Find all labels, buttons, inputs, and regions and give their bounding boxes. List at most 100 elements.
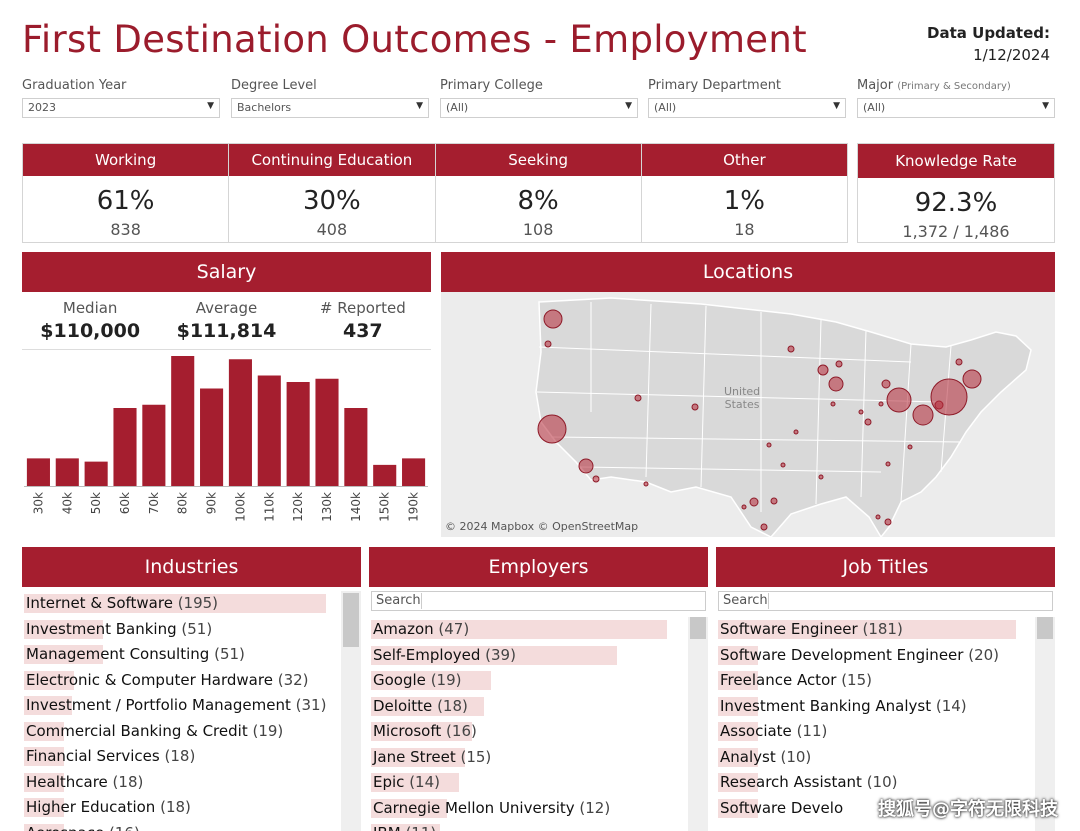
location-marker[interactable] <box>634 394 642 402</box>
location-marker[interactable] <box>930 378 968 416</box>
search-input[interactable] <box>422 593 701 609</box>
salary-bar[interactable] <box>142 404 166 486</box>
location-marker[interactable] <box>818 474 824 480</box>
list-item[interactable]: Investment Banking Analyst (14) <box>716 694 1033 720</box>
industries-scrollbar[interactable] <box>341 591 361 831</box>
list-item[interactable]: Management Consulting (51) <box>22 642 339 668</box>
salary-bar[interactable] <box>402 458 426 486</box>
job-titles-search[interactable]: Search <box>718 591 1053 611</box>
scroll-thumb[interactable] <box>1037 617 1053 639</box>
location-marker[interactable] <box>578 458 594 474</box>
list-item[interactable]: Software Engineer (181) <box>716 617 1033 643</box>
scroll-thumb[interactable] <box>690 617 706 639</box>
location-marker[interactable] <box>817 364 829 376</box>
scroll-thumb[interactable] <box>343 593 359 647</box>
kpi-other[interactable]: Other 1% 18 <box>641 144 847 242</box>
list-item[interactable]: Analyst (10) <box>716 745 1033 771</box>
list-item[interactable]: Healthcare (18) <box>22 770 339 796</box>
list-item[interactable]: Aerospace (16) <box>22 821 339 831</box>
salary-bar[interactable] <box>171 356 195 486</box>
list-item[interactable]: Commercial Banking & Credit (19) <box>22 719 339 745</box>
salary-bar[interactable] <box>84 461 108 486</box>
list-item[interactable]: Software Development Engineer (20) <box>716 643 1033 669</box>
location-marker[interactable] <box>830 401 836 407</box>
list-item[interactable]: Deloitte (18) <box>369 694 686 720</box>
data-updated-label: Data Updated: <box>927 24 1050 42</box>
list-item[interactable]: Internet & Software (195) <box>22 591 339 617</box>
list-item[interactable]: Carnegie Mellon University (12) <box>369 796 686 822</box>
graduation-year-select[interactable]: 2023 ▼ <box>22 98 220 118</box>
location-marker[interactable] <box>543 309 563 329</box>
location-marker[interactable] <box>770 497 778 505</box>
kpi-working[interactable]: Working 61% 838 <box>23 144 230 242</box>
degree-level-select[interactable]: Bachelors ▼ <box>231 98 429 118</box>
salary-bar[interactable] <box>200 388 224 487</box>
location-marker[interactable] <box>691 403 699 411</box>
kpi-seeking[interactable]: Seeking 8% 108 <box>435 144 642 242</box>
salary-bar[interactable] <box>315 378 339 486</box>
list-item[interactable]: Amazon (47) <box>369 617 686 643</box>
salary-bar[interactable] <box>344 408 368 486</box>
salary-bar[interactable] <box>113 408 137 486</box>
location-marker[interactable] <box>544 340 552 348</box>
job-titles-scrollbar[interactable] <box>1035 617 1055 831</box>
employers-search[interactable]: Search <box>371 591 706 611</box>
kpi-knowledge-rate[interactable]: Knowledge Rate 92.3% 1,372 / 1,486 <box>857 143 1055 243</box>
list-item[interactable]: Jane Street (15) <box>369 745 686 771</box>
salary-bar[interactable] <box>26 458 50 486</box>
list-item[interactable]: Electronic & Computer Hardware (32) <box>22 668 339 694</box>
location-marker[interactable] <box>886 387 912 413</box>
location-marker[interactable] <box>878 401 884 407</box>
location-marker[interactable] <box>793 429 799 435</box>
location-marker[interactable] <box>828 376 844 392</box>
location-marker[interactable] <box>592 475 600 483</box>
salary-bar[interactable] <box>228 359 252 486</box>
primary-department-select[interactable]: (All) ▼ <box>648 98 846 118</box>
list-item[interactable]: Microsoft (16) <box>369 719 686 745</box>
us-map[interactable]: United States © 2024 Mapbox © OpenStreetM… <box>441 292 1055 537</box>
list-item[interactable]: IBM (11) <box>369 821 686 831</box>
map-country-text: United States <box>724 385 761 411</box>
location-marker[interactable] <box>766 442 772 448</box>
location-marker[interactable] <box>780 462 786 468</box>
location-marker[interactable] <box>787 345 795 353</box>
kpi-continuing-education[interactable]: Continuing Education 30% 408 <box>229 144 436 242</box>
location-marker[interactable] <box>749 497 759 507</box>
location-marker[interactable] <box>760 523 768 531</box>
list-item-name: Self-Employed <box>373 645 481 664</box>
list-item[interactable]: Self-Employed (39) <box>369 643 686 669</box>
location-marker[interactable] <box>835 360 843 368</box>
location-marker[interactable] <box>643 481 649 487</box>
location-marker[interactable] <box>955 358 963 366</box>
salary-bar[interactable] <box>55 458 79 486</box>
location-marker[interactable] <box>875 514 881 520</box>
list-item[interactable]: Freelance Actor (15) <box>716 668 1033 694</box>
location-marker[interactable] <box>858 409 864 415</box>
location-marker[interactable] <box>537 414 567 444</box>
location-marker[interactable] <box>912 404 934 426</box>
list-item[interactable]: Epic (14) <box>369 770 686 796</box>
list-item[interactable]: Investment / Portfolio Management (31) <box>22 693 339 719</box>
employers-scrollbar[interactable] <box>688 617 708 831</box>
major-select[interactable]: (All) ▼ <box>857 98 1055 118</box>
primary-college-select[interactable]: (All) ▼ <box>440 98 638 118</box>
location-marker[interactable] <box>741 504 747 510</box>
list-item[interactable]: Associate (11) <box>716 719 1033 745</box>
list-item[interactable]: Research Assistant (10) <box>716 770 1033 796</box>
list-item[interactable]: Higher Education (18) <box>22 795 339 821</box>
search-input[interactable] <box>769 593 1048 609</box>
salary-bar[interactable] <box>373 464 397 486</box>
list-item[interactable]: Software Develo <box>716 796 1033 822</box>
salary-bar[interactable] <box>286 382 310 486</box>
location-marker[interactable] <box>962 369 982 389</box>
list-item[interactable]: Investment Banking (51) <box>22 617 339 643</box>
location-marker[interactable] <box>885 461 891 467</box>
list-item[interactable]: Financial Services (18) <box>22 744 339 770</box>
location-marker[interactable] <box>864 418 872 426</box>
salary-bar[interactable] <box>257 375 281 487</box>
location-marker[interactable] <box>907 444 913 450</box>
location-marker[interactable] <box>881 379 891 389</box>
list-item[interactable]: Google (19) <box>369 668 686 694</box>
filter-note: (Primary & Secondary) <box>897 81 1011 92</box>
location-marker[interactable] <box>884 518 892 526</box>
